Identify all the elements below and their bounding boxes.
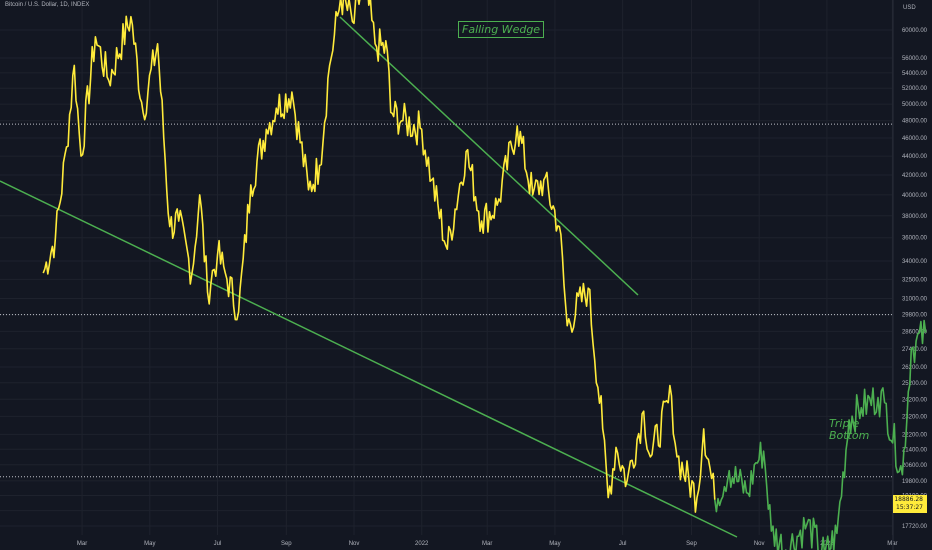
x-tick-label: Sep xyxy=(281,541,292,547)
y-tick-label: 21400.00 xyxy=(902,447,928,453)
x-tick-label: Sep xyxy=(686,541,697,547)
last-price-value: 18886.28 xyxy=(894,496,923,503)
y-tick-label: 25200.00 xyxy=(902,381,928,387)
y-tick-label: 19800.00 xyxy=(902,479,928,485)
y-tick-label: 26200.00 xyxy=(902,365,928,371)
wedge-lower-trendline xyxy=(0,180,738,538)
x-tick-label: Jul xyxy=(619,541,627,547)
price-series-line-2 xyxy=(714,319,927,550)
y-tick-label: 34000.00 xyxy=(902,259,928,265)
price-series-line-1 xyxy=(42,0,716,513)
y-tick-label: 28600.00 xyxy=(902,329,928,335)
symbol-title: Bitcoin / U.S. Dollar, 1D, INDEX xyxy=(5,2,90,8)
y-tick-label: 22200.00 xyxy=(902,432,928,438)
last-price-badge: 18886.28 15:37:27 xyxy=(893,495,927,513)
y-tick-label: 17720.00 xyxy=(902,524,928,530)
x-tick-label: May xyxy=(144,541,155,547)
x-tick-label: 2022 xyxy=(415,541,429,547)
y-tick-label: 31000.00 xyxy=(902,297,928,303)
x-tick-label: Jul xyxy=(214,541,222,547)
x-tick-label: Nov xyxy=(754,541,765,547)
y-axis-unit: USD xyxy=(903,5,916,11)
y-tick-label: 50000.00 xyxy=(902,102,928,108)
y-tick-label: 42000.00 xyxy=(902,173,928,179)
y-tick-label: 40000.00 xyxy=(902,193,928,199)
y-tick-label: 36000.00 xyxy=(902,236,928,242)
triple-bottom-annotation[interactable]: Triple Bottom xyxy=(829,417,870,442)
bar-countdown: 15:37:27 xyxy=(896,504,923,511)
y-tick-label: 54000.00 xyxy=(902,71,928,77)
y-tick-label: 29800.00 xyxy=(902,313,928,319)
x-tick-label: Mar xyxy=(482,541,492,547)
y-tick-label: 48000.00 xyxy=(902,119,928,125)
x-tick-label: May xyxy=(549,541,560,547)
x-tick-label: Mar xyxy=(887,541,897,547)
y-tick-label: 52000.00 xyxy=(902,86,928,92)
x-tick-label: Nov xyxy=(349,541,360,547)
y-tick-label: 24200.00 xyxy=(902,397,928,403)
y-tick-label: 32500.00 xyxy=(902,277,928,283)
y-tick-label: 56000.00 xyxy=(902,56,928,62)
x-tick-label: Mar xyxy=(77,541,87,547)
y-tick-label: 60000.00 xyxy=(902,28,928,34)
y-tick-label: 38000.00 xyxy=(902,214,928,220)
falling-wedge-annotation[interactable]: Falling Wedge xyxy=(458,21,545,38)
y-tick-label: 23200.00 xyxy=(902,414,928,420)
y-tick-label: 46000.00 xyxy=(902,136,928,142)
wedge-upper-trendline xyxy=(339,16,639,296)
y-tick-label: 44000.00 xyxy=(902,154,928,160)
y-tick-label: 20600.00 xyxy=(902,463,928,469)
